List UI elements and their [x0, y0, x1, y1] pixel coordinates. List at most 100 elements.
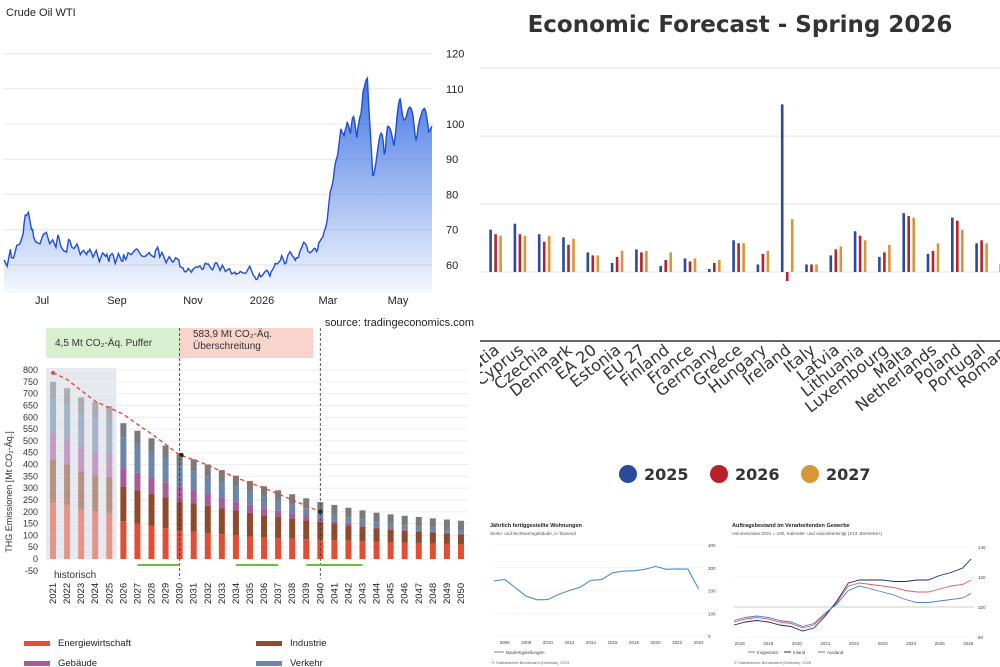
puffer-label: 4,5 Mt CO₂-Äq. Puffer — [55, 337, 153, 349]
emissions-y-tick-label: 100 — [23, 530, 38, 540]
emissions-bar-2033-Industrie — [218, 508, 225, 535]
forecast-bar-lithuania-2025 — [853, 231, 857, 272]
emissions-legend: Energiewirtschaft Industrie Gebäude Verkehr — [24, 638, 326, 667]
emissions-bar-2027-Industrie — [134, 490, 141, 524]
oil-x-tick-label: Sep — [107, 295, 127, 307]
orders-ticks: 80 100 120 140 2018 2019 2020 2021 2022 2023 2024 2… — [735, 545, 986, 646]
orders-lines — [733, 558, 972, 632]
emissions-y-tick-label: 0 — [33, 554, 38, 564]
emissions-bar-2039-Industrie — [303, 520, 310, 540]
forecast-bar-ea-20-2025 — [586, 252, 590, 272]
emissions-x-tick-label: 2044 — [372, 583, 383, 604]
oil-x-tick-label: Jul — [35, 295, 49, 307]
orders-legend: Insgesamt Inland Ausland — [748, 650, 844, 655]
orders-chart: Auftragsbestand im Verarbeitenden Gewerb… — [732, 523, 986, 665]
forecast-bar-malta-2026 — [907, 216, 910, 272]
housing-line — [493, 565, 700, 601]
emissions-x-tick-label: 2050 — [456, 583, 467, 604]
emissions-bar-2042-Industrie — [345, 525, 352, 541]
emissions-bar-2021-Energiewirtschaft — [50, 502, 57, 559]
overshoot-label-line2: Überschreitung — [193, 340, 261, 352]
emissions-dividers — [137, 328, 363, 579]
emissions-x-tick-label: 2029 — [161, 583, 172, 604]
emissions-bar-2026-Energiewirtschaft — [120, 521, 127, 559]
emissions-bar-2041-Energiewirtschaft — [331, 540, 338, 559]
oil-y-tick-label: 110 — [446, 84, 464, 96]
overshoot-band — [179, 328, 314, 358]
emissions-bar-2029-Energiewirtschaft — [162, 528, 169, 559]
forecast-bar-lithuania-2027 — [863, 240, 867, 272]
forecast-bar-poland-2027 — [961, 229, 964, 272]
emissions-bar-2047-Verkehr — [415, 526, 422, 531]
forecast-bar-denmark-2027 — [572, 238, 575, 272]
emissions-bar-2027-Verkehr — [134, 444, 141, 473]
forecast-bar-poland-2025 — [951, 217, 954, 272]
emissions-bar-2022-Energiewirtschaft — [64, 504, 71, 559]
emissions-bar-2041-Gebäude — [331, 520, 338, 524]
emissions-y-tick-label: 450 — [23, 448, 38, 458]
emissions-y-tick-label: 50 — [28, 542, 38, 552]
emissions-x-tick-label: 2032 — [203, 583, 214, 604]
emissions-bar-2048-Industrie — [429, 532, 436, 544]
emissions-legend-swatch — [256, 661, 282, 666]
emissions-y-tick-label: 350 — [23, 471, 38, 481]
emissions-x-tick-label: 2037 — [273, 583, 284, 604]
emissions-bar-2049-Energiewirtschaft — [443, 543, 450, 559]
emissions-y-tick-label: 650 — [23, 400, 38, 410]
orders-x-tick-label: 2026 — [963, 641, 974, 646]
forecast-country-labels: ariaCroatiaCyprusCzechiaDenmarkEA 20Esto… — [480, 340, 1000, 417]
emissions-legend-label: Gebäude — [58, 658, 97, 667]
budget-path — [52, 372, 321, 513]
emissions-bar-2049-Industrie — [443, 533, 450, 544]
housing-x-tick-label: 2008 — [521, 640, 532, 645]
forecast-bar-eu-27-2027 — [645, 250, 648, 272]
forecast-bar-hungary-2026 — [761, 253, 765, 272]
emissions-bar-2026-Industrie — [120, 486, 127, 522]
emissions-bar-2024-Gebäude — [92, 451, 99, 476]
emissions-x-tick-label: 2031 — [189, 583, 200, 604]
forecast-bar-croatia-2027 — [499, 235, 502, 272]
emissions-bar-2025-Verkehr — [106, 421, 113, 455]
emissions-bar-2033-Gebäude — [218, 497, 225, 509]
emissions-bar-2024-Landwirtschaft — [92, 402, 99, 418]
emissions-bar-2021-Landwirtschaft — [50, 381, 57, 399]
orders-legend-label: Inland — [793, 650, 806, 655]
forecast-bar-ireland-2025 — [780, 104, 784, 272]
emissions-x-tick-label: 2026 — [118, 583, 129, 604]
emissions-bar-2043-Energiewirtschaft — [359, 541, 366, 559]
emissions-bar-2028-Energiewirtschaft — [148, 525, 155, 559]
emissions-bar-2049-Verkehr — [443, 528, 450, 533]
emissions-x-tick-label: 2038 — [287, 583, 298, 604]
forecast-bar-cyprus-2025 — [513, 223, 517, 272]
emissions-bar-2046-Gebäude — [401, 529, 408, 531]
emissions-x-tick-label: 2045 — [386, 583, 397, 604]
emissions-bar-2031-Gebäude — [190, 490, 197, 504]
forecast-title: Economic Forecast - Spring 2026 — [528, 12, 953, 38]
forecast-bar-ireland-2027 — [790, 219, 794, 272]
emissions-bar-2042-Gebäude — [345, 522, 352, 526]
emissions-bar-2045-Industrie — [387, 529, 394, 542]
orders-x-tick-label: 2018 — [735, 641, 746, 646]
forecast-chart: Economic Forecast - Spring 2026 ariaCroa… — [480, 12, 1000, 484]
emissions-bar-2033-Landwirtschaft — [218, 470, 225, 482]
housing-x-tick-label: 2022 — [672, 640, 683, 645]
housing-gridlines — [494, 544, 704, 637]
orders-footer: © Statistisches Bundesamt (Destatis), 20… — [734, 660, 812, 665]
emissions-bar-2021-Industrie — [50, 459, 57, 503]
emissions-bar-2048-Verkehr — [429, 527, 436, 532]
forecast-bar-finland-2026 — [664, 259, 667, 272]
emissions-bar-2031-Verkehr — [190, 471, 197, 491]
forecast-bar-hungary-2027 — [766, 250, 770, 272]
emissions-bar-2046-Industrie — [401, 530, 408, 543]
emissions-x-tick-label: 2040 — [315, 583, 326, 604]
forecast-bar-luxembourg-2026 — [883, 252, 886, 272]
emissions-bar-2045-Landwirtschaft — [387, 514, 394, 524]
emissions-bar-2032-Landwirtschaft — [204, 464, 211, 477]
forecast-bar-portugal-2026 — [980, 240, 983, 272]
oil-line — [3, 76, 433, 281]
emissions-x-tick-label: 2036 — [259, 583, 270, 604]
forecast-bar-netherlands-2027 — [936, 243, 940, 272]
forecast-bar-croatia-2026 — [494, 234, 497, 272]
emissions-x-tick-label: 2041 — [329, 583, 340, 604]
housing-chart-panel: Jährlich fertiggestellte Wohnungen Wohn-… — [482, 515, 722, 667]
